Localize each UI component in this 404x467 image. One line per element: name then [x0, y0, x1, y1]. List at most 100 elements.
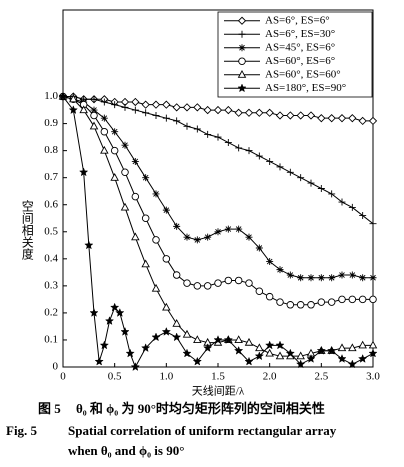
data-point: [255, 152, 263, 160]
data-point: [104, 316, 115, 325]
legend-marker: [237, 16, 247, 25]
data-point: [131, 192, 140, 201]
data-point: [368, 340, 378, 349]
data-point: [172, 332, 182, 342]
data-point: [203, 282, 212, 290]
data-point: [328, 274, 336, 282]
data-point: [244, 356, 254, 366]
y-tick-label: 0.1: [44, 333, 58, 345]
data-point: [285, 348, 295, 358]
data-point: [214, 228, 222, 236]
data-point: [266, 157, 274, 165]
data-point: [151, 283, 161, 292]
data-point: [338, 198, 346, 206]
caption-en-label: Fig. 5: [6, 423, 38, 438]
data-point: [162, 100, 171, 109]
data-point: [203, 105, 212, 115]
data-point: [100, 145, 109, 154]
data-point: [317, 298, 326, 306]
data-point: [204, 130, 212, 138]
data-point: [245, 147, 253, 155]
legend-marker: [238, 57, 246, 66]
data-point: [125, 348, 135, 358]
x-tick-label: 0: [60, 371, 66, 383]
data-point: [183, 279, 191, 287]
data-point: [265, 340, 275, 350]
data-point: [111, 101, 119, 109]
data-point: [244, 337, 254, 346]
data-point: [173, 117, 181, 125]
legend-label: AS=180°, ES=90°: [265, 82, 346, 94]
data-point: [213, 335, 223, 344]
legend-label: AS=6°, ES=6°: [265, 14, 330, 26]
data-point: [173, 222, 181, 230]
data-point: [141, 343, 151, 353]
x-tick-label: 3.0: [366, 371, 380, 383]
legend-label: AS=6°, ES=30°: [265, 28, 335, 40]
x-tick-label: 2.0: [263, 371, 277, 383]
legend-marker: [238, 44, 246, 52]
data-point: [265, 108, 274, 117]
data-point: [89, 308, 99, 317]
data-point: [275, 111, 285, 120]
data-point: [214, 133, 222, 141]
data-point: [172, 271, 181, 279]
data-point: [359, 212, 367, 220]
data-point: [297, 274, 305, 282]
data-point: [275, 340, 285, 350]
legend-label: AS=60°, ES=60°: [265, 68, 341, 80]
data-point: [286, 271, 294, 279]
data-point: [131, 232, 140, 241]
data-point: [151, 332, 161, 342]
data-point: [79, 167, 89, 177]
data-point: [161, 326, 171, 336]
data-point: [275, 351, 285, 360]
data-point: [234, 345, 244, 355]
data-point: [121, 141, 129, 149]
y-tick-label: 0.5: [44, 225, 58, 237]
data-point: [152, 111, 160, 119]
data-point: [121, 168, 129, 177]
y-tick-label: 0.2: [44, 306, 58, 318]
data-point: [68, 105, 78, 115]
data-point: [307, 179, 315, 187]
data-point: [235, 225, 243, 233]
y-tick-label: 0.3: [44, 279, 58, 291]
data-point: [286, 111, 295, 120]
data-point: [276, 298, 284, 306]
data-point: [120, 326, 130, 336]
data-point: [234, 276, 243, 285]
data-point: [254, 351, 264, 361]
series-line: [62, 96, 373, 279]
data-point: [162, 206, 170, 214]
data-point: [348, 114, 357, 123]
data-point: [182, 329, 192, 338]
data-point: [142, 174, 150, 182]
data-point: [131, 157, 139, 165]
data-point: [347, 359, 357, 369]
series-line: [63, 96, 374, 225]
x-tick-label: 1.5: [211, 371, 225, 383]
data-point: [224, 225, 232, 233]
x-tick-label: 2.5: [314, 371, 328, 383]
data-point: [183, 122, 191, 130]
data-point: [358, 353, 368, 363]
data-point: [121, 103, 129, 111]
data-point: [224, 276, 233, 285]
data-point: [100, 127, 109, 136]
data-point: [255, 108, 264, 117]
data-point: [193, 125, 201, 133]
data-point: [223, 335, 233, 344]
y-tick-label: 0.8: [44, 144, 58, 156]
legend-marker: [238, 30, 246, 38]
data-point: [245, 233, 253, 241]
data-point: [296, 359, 306, 369]
data-point: [142, 109, 150, 117]
caption-en-line2: when θ₀ and ϕ₀ is 90°: [68, 443, 184, 458]
data-point: [69, 94, 78, 103]
data-point: [192, 356, 202, 366]
data-point: [151, 100, 161, 109]
data-point: [348, 343, 357, 352]
data-point: [348, 203, 356, 211]
data-point: [162, 255, 171, 263]
